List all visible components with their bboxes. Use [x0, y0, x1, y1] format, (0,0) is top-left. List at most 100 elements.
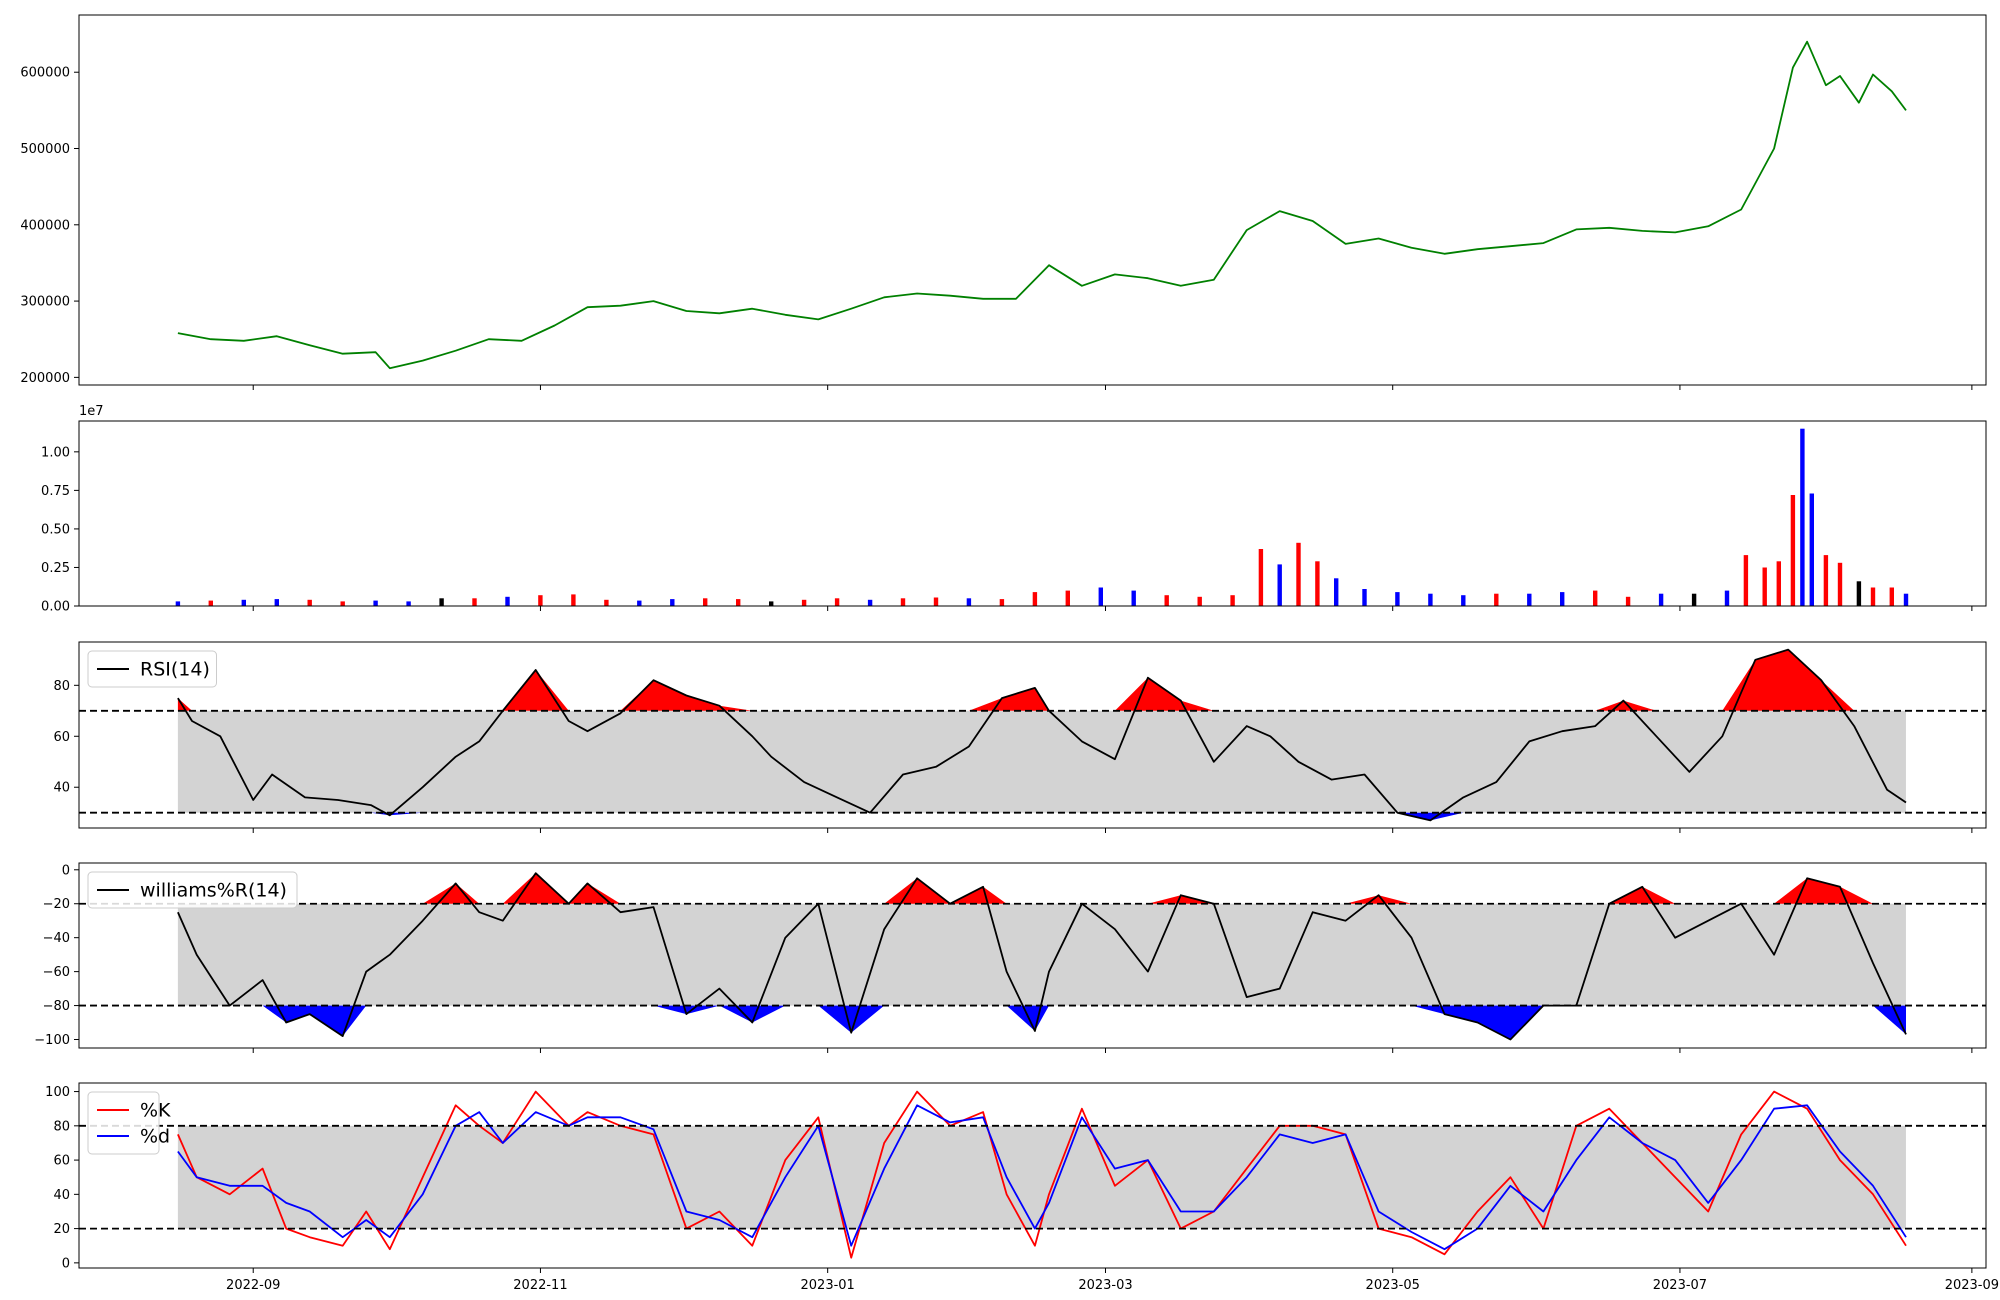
volume-bar: [736, 599, 741, 606]
y-tick-label: −60: [43, 965, 70, 980]
legend-box: [87, 1091, 160, 1155]
volume-bar: [1724, 590, 1730, 606]
volume-frame: [78, 420, 1987, 607]
rsi-plot-area: [177, 648, 1907, 822]
x-tick-label: 2023-03: [1078, 1278, 1132, 1293]
y-tick-label: 0.25: [41, 561, 70, 576]
volume-bar: [1625, 596, 1631, 606]
panel-rsi: 40 60 80 RSI(14): [53, 641, 1987, 833]
y-tick-label: 600000: [20, 66, 70, 81]
volume-bar: [373, 600, 378, 606]
volume-bar: [604, 599, 609, 606]
price-plot-area: [177, 40, 1907, 370]
volume-bar: [1296, 542, 1301, 606]
volume-bar: [340, 601, 345, 606]
y-tick-label: 400000: [20, 218, 70, 233]
-k-line: [177, 1090, 1907, 1259]
volume-bar: [1032, 592, 1038, 606]
y-tick-label: 0: [62, 1256, 70, 1271]
volume-bar: [1395, 592, 1400, 606]
volume-bar: [406, 601, 411, 606]
volume-bar: [637, 600, 642, 606]
y-tick-label: 40: [53, 1188, 70, 1203]
volume-bar: [1197, 596, 1202, 606]
volume-bar: [1658, 593, 1664, 606]
rsi-legend: RSI(14): [87, 650, 217, 688]
y-tick-label: 500000: [20, 142, 70, 157]
y-tick-label: 1.00: [41, 445, 70, 460]
volume-bar: [208, 600, 213, 606]
x-tick-label: 2022-09: [226, 1278, 280, 1293]
volume-bar: [999, 599, 1005, 606]
williams-oversold-fill: [177, 1005, 1906, 1040]
legend-entry-label: RSI(14): [140, 659, 210, 681]
williams-frame: [78, 862, 1987, 1049]
volume-bar: [1870, 587, 1876, 606]
y-tick-label: 0.50: [41, 522, 70, 537]
stochastic-band-fill: [177, 1125, 1906, 1229]
y-tick-label: 0: [62, 863, 70, 878]
volume-bar: [1461, 595, 1466, 606]
x-tick-label: 2022-11: [513, 1278, 567, 1293]
volume-bar: [1762, 567, 1767, 606]
volume-bar: [1258, 549, 1264, 606]
volume-bar: [769, 601, 774, 606]
volume-bar: [472, 598, 477, 606]
panel-stochastic: 0 20 40 60 80 100 2022-09 2022-11 2023-01 2023-03…: [45, 1082, 1999, 1293]
volume-exponent-label: 1e7: [79, 404, 104, 419]
x-tick-label: 2023-09: [1945, 1278, 1999, 1293]
volume-plot-area: [175, 428, 1909, 606]
volume-bar: [1428, 593, 1433, 606]
price-frame: [78, 14, 1987, 386]
x-tick-label: 2023-05: [1366, 1278, 1420, 1293]
volume-bar: [703, 598, 708, 606]
volume-bar: [571, 594, 576, 606]
panel-williams: −100 −80 −60 −40 −20 0 williams%R(14): [34, 862, 1987, 1053]
y-tick-label: 0.75: [41, 484, 70, 499]
volume-bar: [1334, 578, 1339, 606]
volume-bar: [1593, 590, 1598, 606]
y-tick-label: −100: [34, 1033, 70, 1048]
volume-bar: [1527, 593, 1532, 606]
rsi-band-fill: [177, 710, 1906, 813]
volume-bar: [1131, 590, 1136, 606]
williams-r-14--line: [177, 872, 1907, 1041]
volume-bar: [1823, 555, 1829, 606]
volume-bar: [1098, 587, 1103, 606]
volume-bar: [801, 599, 807, 606]
volume-bar: [1889, 587, 1894, 606]
y-tick-label: 100: [45, 1085, 70, 1100]
volume-bar: [1837, 562, 1843, 606]
volume-bar: [307, 599, 312, 606]
rsi-oversold-fill: [177, 812, 1906, 821]
legend-box: [87, 650, 217, 688]
volume-bar: [274, 599, 279, 606]
rsi-14--line: [177, 648, 1907, 822]
volume-bar: [1691, 593, 1697, 606]
legend-box: [87, 871, 298, 909]
volume-bar: [900, 598, 906, 606]
volume-bar: [1065, 590, 1070, 606]
rsi-overbought-fill: [177, 649, 1906, 711]
volume-bar: [538, 595, 543, 606]
legend-entry-label: %d: [140, 1126, 170, 1148]
volume-bar: [1362, 589, 1367, 606]
volume-bar: [1776, 561, 1781, 606]
volume-bar: [1903, 593, 1909, 606]
volume-bar: [1856, 581, 1862, 606]
stochastic-legend: %K %d: [87, 1091, 171, 1155]
y-tick-label: 80: [53, 1119, 70, 1134]
y-tick-label: 60: [53, 1154, 70, 1169]
volume-bar: [1494, 593, 1499, 606]
volume-bar: [1164, 595, 1169, 606]
panel-volume: 0.00 0.25 0.50 0.75 1.00 1e7: [41, 404, 1987, 615]
williams-overbought-fill: [177, 873, 1906, 904]
y-tick-label: 60: [53, 730, 70, 745]
-d-line: [177, 1104, 1907, 1251]
legend-entry-label: williams%R(14): [140, 880, 287, 902]
volume-bar: [670, 599, 675, 606]
williams-legend: williams%R(14): [87, 871, 298, 909]
y-tick-label: 0.00: [41, 600, 70, 615]
volume-bar: [1809, 493, 1814, 606]
